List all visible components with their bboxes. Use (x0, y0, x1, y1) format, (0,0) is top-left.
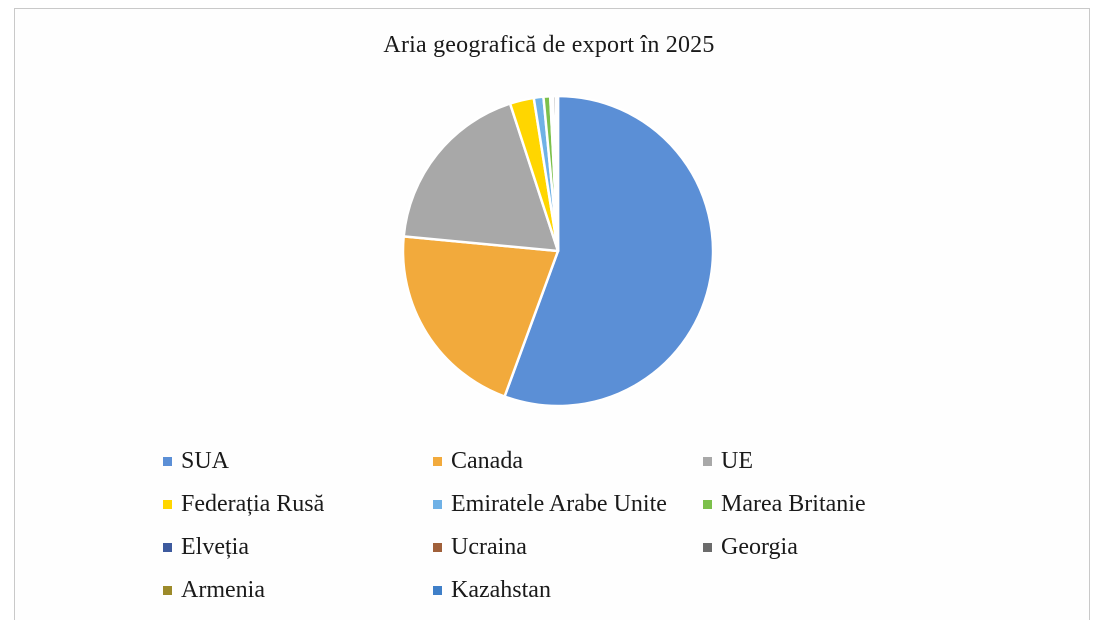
legend-label: Kazahstan (451, 576, 551, 603)
legend-swatch (163, 499, 172, 509)
legend-swatch (163, 585, 172, 595)
legend-label: Ucraina (451, 533, 527, 560)
legend-label: Georgia (721, 533, 798, 560)
legend-item: UE (703, 446, 753, 476)
pie-slice-11 (555, 94, 560, 253)
legend-swatch (433, 585, 442, 595)
legend-label: UE (721, 447, 753, 474)
legend-label: Marea Britanie (721, 490, 866, 517)
pie-slice-1 (503, 94, 715, 408)
legend-item: Ucraina (433, 532, 527, 562)
legend-label: Armenia (181, 576, 265, 603)
legend-swatch (703, 542, 712, 552)
legend-label: Emiratele Arabe Unite (451, 490, 667, 517)
legend-item: Federația Rusă (163, 489, 324, 519)
legend-item: SUA (163, 446, 229, 476)
legend-item: Armenia (163, 575, 265, 605)
legend-item: Kazahstan (433, 575, 551, 605)
legend-item: Canada (433, 446, 523, 476)
legend-swatch (433, 499, 442, 509)
pie-slice-3 (402, 102, 560, 253)
legend-item: Emiratele Arabe Unite (433, 489, 667, 519)
legend-swatch (163, 542, 172, 552)
legend-label: SUA (181, 447, 230, 474)
pie-slice-2 (401, 235, 560, 398)
chart-title: Aria geografică de export în 2025 (383, 32, 715, 58)
legend-label: Federația Rusă (181, 490, 325, 517)
legend-swatch (703, 499, 712, 509)
legend-swatch (703, 456, 712, 466)
legend-item: Georgia (703, 532, 798, 562)
legend-swatch (433, 542, 442, 552)
legend-item: Elveția (163, 532, 249, 562)
legend-item: Marea Britanie (703, 489, 866, 519)
legend-swatch (163, 456, 172, 466)
legend-swatch (433, 456, 442, 466)
legend-label: Elveția (181, 533, 249, 560)
legend-label: Canada (451, 447, 523, 474)
